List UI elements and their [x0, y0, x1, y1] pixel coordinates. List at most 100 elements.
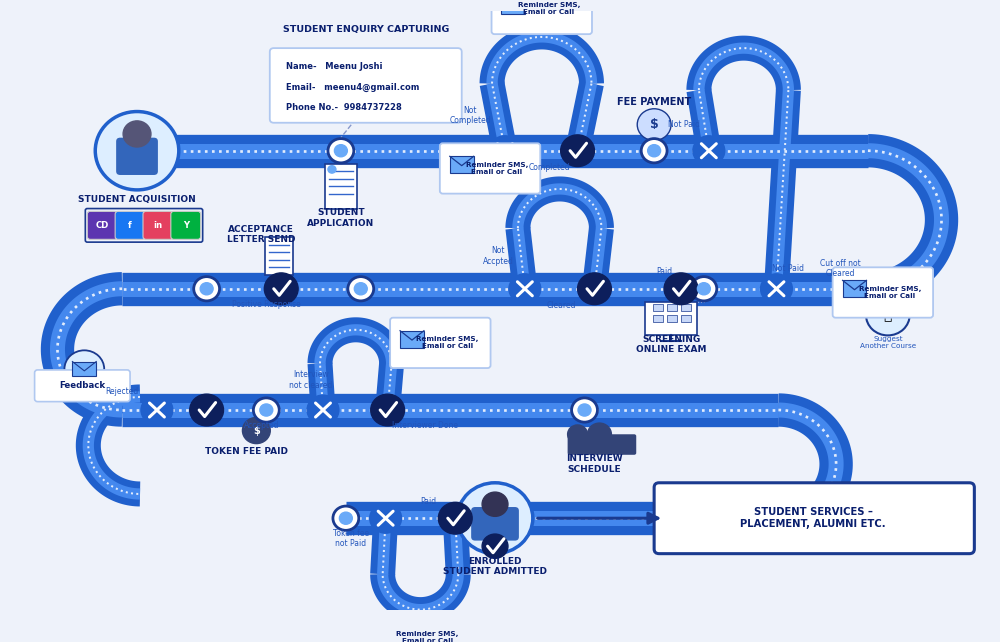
- FancyBboxPatch shape: [667, 315, 677, 322]
- Circle shape: [578, 404, 591, 416]
- Circle shape: [328, 166, 336, 173]
- Circle shape: [328, 139, 354, 163]
- Text: Accepted: Accepted: [244, 421, 279, 430]
- Circle shape: [693, 136, 725, 166]
- Circle shape: [561, 135, 594, 166]
- Text: Positive Response: Positive Response: [232, 300, 301, 309]
- Circle shape: [334, 144, 347, 157]
- Circle shape: [333, 506, 359, 530]
- Circle shape: [264, 273, 298, 304]
- Circle shape: [123, 121, 151, 147]
- FancyBboxPatch shape: [653, 304, 663, 311]
- Circle shape: [260, 404, 273, 416]
- FancyBboxPatch shape: [681, 304, 691, 311]
- FancyBboxPatch shape: [116, 137, 158, 175]
- Circle shape: [691, 277, 717, 301]
- FancyBboxPatch shape: [171, 211, 201, 239]
- FancyBboxPatch shape: [653, 315, 663, 322]
- Text: Feedback: Feedback: [59, 381, 105, 390]
- FancyBboxPatch shape: [492, 0, 592, 34]
- Circle shape: [354, 282, 367, 295]
- Circle shape: [578, 273, 611, 304]
- Circle shape: [641, 139, 667, 163]
- Text: Phone No.-  9984737228: Phone No.- 9984737228: [286, 103, 401, 112]
- Circle shape: [572, 398, 597, 422]
- Text: in: in: [153, 221, 162, 230]
- FancyBboxPatch shape: [450, 156, 474, 173]
- FancyBboxPatch shape: [667, 304, 677, 311]
- FancyBboxPatch shape: [654, 483, 974, 553]
- Text: INTERVIEW
SCHEDULE: INTERVIEW SCHEDULE: [566, 455, 623, 474]
- FancyBboxPatch shape: [270, 48, 462, 123]
- Text: Email-   meenu4@gmail.com: Email- meenu4@gmail.com: [286, 83, 419, 92]
- Text: Not
Completed: Not Completed: [449, 105, 491, 125]
- FancyBboxPatch shape: [370, 612, 471, 642]
- Circle shape: [242, 417, 270, 444]
- Circle shape: [307, 395, 339, 425]
- Text: Cleared: Cleared: [547, 301, 576, 310]
- FancyBboxPatch shape: [400, 331, 424, 347]
- Circle shape: [64, 351, 104, 388]
- Text: STUDENT ACQUISITION: STUDENT ACQUISITION: [78, 195, 196, 204]
- Circle shape: [371, 394, 405, 426]
- Circle shape: [253, 398, 279, 422]
- Text: FEE PAYMENT: FEE PAYMENT: [617, 97, 691, 107]
- FancyBboxPatch shape: [380, 625, 404, 642]
- Circle shape: [489, 136, 521, 166]
- Text: STUDENT ENQUIRY CAPTURING: STUDENT ENQUIRY CAPTURING: [283, 25, 449, 34]
- Circle shape: [194, 277, 220, 301]
- Text: 💡: 💡: [884, 308, 892, 322]
- Text: TOKEN FEE PAID: TOKEN FEE PAID: [205, 447, 288, 456]
- Circle shape: [482, 534, 508, 559]
- Circle shape: [697, 282, 710, 295]
- Text: Not
Accpted: Not Accpted: [483, 247, 513, 266]
- Text: $: $: [253, 426, 260, 435]
- Circle shape: [141, 395, 173, 425]
- FancyBboxPatch shape: [115, 211, 145, 239]
- Circle shape: [457, 483, 533, 553]
- FancyBboxPatch shape: [568, 434, 636, 455]
- Text: ENROLLED
STUDENT ADMITTED: ENROLLED STUDENT ADMITTED: [443, 557, 547, 577]
- Text: STUDENT SERVICES –
PLACEMENT, ALUMNI ETC.: STUDENT SERVICES – PLACEMENT, ALUMNI ETC…: [740, 507, 886, 529]
- Circle shape: [482, 492, 508, 516]
- Circle shape: [648, 144, 661, 157]
- Circle shape: [637, 108, 671, 141]
- Circle shape: [509, 274, 541, 304]
- Text: Reminder SMS,
Email or Call: Reminder SMS, Email or Call: [518, 3, 580, 15]
- Text: Reminder SMS,
Email or Call: Reminder SMS, Email or Call: [859, 286, 921, 299]
- Text: Token fee
not Paid: Token fee not Paid: [333, 529, 369, 548]
- FancyBboxPatch shape: [87, 211, 117, 239]
- Text: Name-   Meenu Joshi: Name- Meenu Joshi: [286, 62, 382, 71]
- Text: CD: CD: [96, 221, 109, 230]
- Circle shape: [200, 282, 213, 295]
- Text: Interviewer Done: Interviewer Done: [392, 421, 458, 430]
- Text: ACCEPTANCE
LETTER SEND: ACCEPTANCE LETTER SEND: [227, 225, 296, 245]
- Circle shape: [664, 273, 698, 304]
- Text: Completed: Completed: [529, 163, 571, 172]
- Text: $: $: [650, 118, 659, 131]
- Text: Not Paid: Not Paid: [772, 264, 804, 273]
- Text: Reminder SMS,
Email or Call: Reminder SMS, Email or Call: [466, 162, 528, 175]
- FancyBboxPatch shape: [440, 143, 540, 194]
- Text: Cut off not
Cleared: Cut off not Cleared: [820, 259, 860, 278]
- Text: Reminder SMS,
Email or Call: Reminder SMS, Email or Call: [416, 336, 478, 349]
- Text: Reminder SMS,
Email or Call: Reminder SMS, Email or Call: [396, 631, 459, 642]
- Text: Not Paid: Not Paid: [668, 120, 700, 129]
- Circle shape: [588, 423, 611, 446]
- FancyBboxPatch shape: [843, 281, 866, 297]
- Text: Suggest
Another Course: Suggest Another Course: [860, 336, 916, 349]
- Circle shape: [95, 112, 179, 190]
- Circle shape: [438, 502, 472, 534]
- Text: SCREENING
ONLINE EXAM: SCREENING ONLINE EXAM: [636, 335, 706, 354]
- Text: Paid: Paid: [656, 268, 672, 277]
- FancyBboxPatch shape: [35, 370, 130, 402]
- FancyBboxPatch shape: [681, 315, 691, 322]
- FancyBboxPatch shape: [265, 238, 293, 275]
- Text: Y: Y: [183, 221, 189, 230]
- FancyBboxPatch shape: [325, 164, 357, 209]
- Circle shape: [761, 274, 792, 304]
- Text: f: f: [128, 221, 132, 230]
- Text: STUDENT
APPLICATION: STUDENT APPLICATION: [307, 208, 375, 227]
- Text: Paid: Paid: [420, 497, 436, 506]
- FancyBboxPatch shape: [833, 267, 933, 318]
